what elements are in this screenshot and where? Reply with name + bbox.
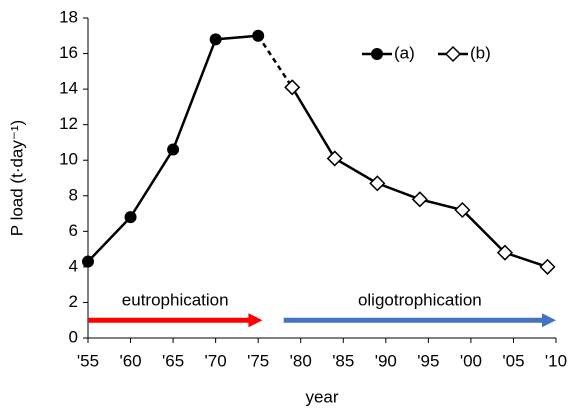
y-tick-label: 4 (69, 256, 78, 275)
series-connector (257, 35, 294, 89)
x-tick-label: '80 (290, 351, 312, 370)
x-tick-label: '95 (417, 351, 439, 370)
annotation-arrowhead (542, 313, 556, 328)
x-tick-label: '90 (375, 351, 397, 370)
point (124, 211, 137, 224)
y-tick-label: 8 (69, 185, 78, 204)
x-tick-label: '60 (119, 351, 141, 370)
point (496, 244, 514, 261)
point (539, 258, 556, 275)
legend-label: (a) (394, 43, 415, 62)
legend-label: (b) (470, 43, 491, 62)
point (167, 143, 180, 156)
x-tick-label: '00 (460, 351, 482, 370)
y-axis-label: P load (t·day⁻¹) (7, 120, 26, 236)
x-tick-label: '85 (332, 351, 354, 370)
y-tick-label: 18 (59, 7, 78, 26)
point (209, 33, 222, 46)
x-tick-label: '70 (205, 351, 227, 370)
y-tick-label: 10 (59, 150, 78, 169)
series-line (291, 86, 548, 269)
y-tick-label: 6 (69, 221, 78, 240)
y-tick-label: 0 (69, 327, 78, 346)
point (252, 29, 265, 42)
annotation-text: eutrophication (122, 291, 229, 310)
x-axis-label: year (305, 387, 338, 406)
y-tick-label: 12 (59, 114, 78, 133)
annotation-arrowhead (248, 313, 263, 328)
point (454, 201, 471, 219)
point (284, 79, 301, 96)
x-tick-label: '05 (502, 351, 524, 370)
y-tick-label: 2 (69, 292, 78, 311)
legend-marker (444, 45, 462, 63)
point (369, 175, 386, 192)
annotation-text: oligotrophication (358, 291, 482, 310)
point (326, 150, 343, 167)
y-tick-label: 16 (59, 43, 78, 62)
legend-marker (371, 48, 383, 60)
x-tick-label: '10 (545, 351, 567, 370)
x-tick-label: '75 (247, 351, 269, 370)
x-tick-label: '65 (162, 351, 184, 370)
x-tick-label: '55 (77, 351, 99, 370)
point (82, 255, 94, 268)
point (411, 191, 428, 208)
y-tick-label: 14 (59, 79, 78, 98)
